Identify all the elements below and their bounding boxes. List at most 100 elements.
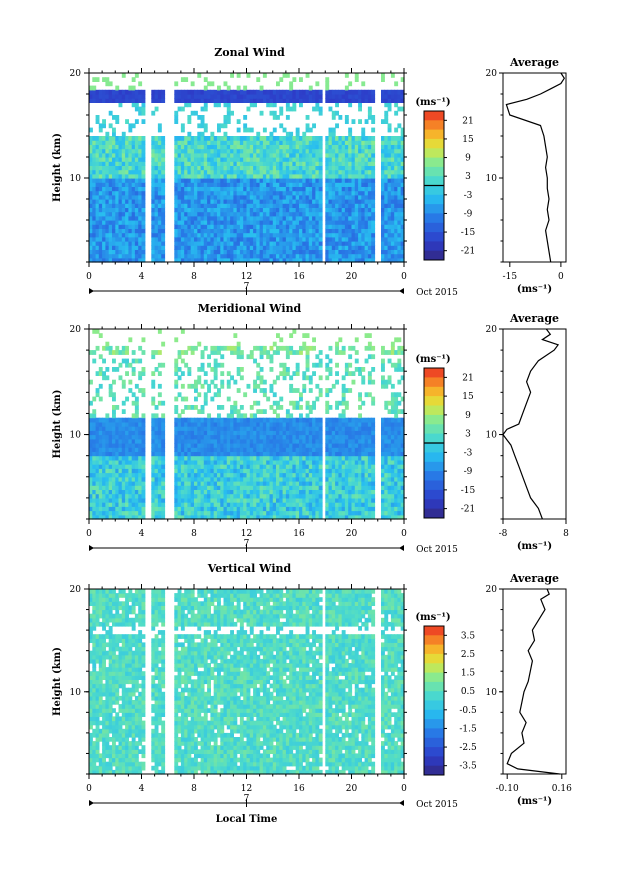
heatmap-cell [285, 451, 290, 457]
heatmap-cell [92, 417, 97, 423]
heatmap-cell [105, 413, 110, 419]
heatmap-cell [236, 468, 241, 474]
heatmap-cell [230, 468, 234, 474]
heatmap-cell [157, 148, 162, 154]
heatmap-cell [194, 257, 198, 263]
heatmap-cell [351, 228, 356, 234]
heatmap-cell [282, 148, 287, 154]
heatmap-cell [266, 502, 271, 507]
heatmap-cell [197, 173, 202, 179]
heatmap-cell [134, 161, 139, 166]
heatmap-cell [184, 241, 189, 246]
heatmap-cell [187, 157, 192, 162]
heatmap-cell [262, 173, 267, 179]
heatmap-cell [98, 232, 103, 238]
heatmap-cell [295, 148, 300, 154]
heatmap-cell [131, 224, 136, 229]
heatmap-cell [269, 447, 274, 452]
heatmap-cell [348, 165, 353, 171]
heatmap-cell [230, 459, 234, 465]
heatmap-cell [92, 186, 97, 192]
heatmap-cell [299, 190, 303, 196]
heatmap-cell [256, 476, 261, 482]
heatmap-cell [217, 102, 221, 108]
heatmap-cell [174, 464, 179, 469]
heatmap-cell [341, 207, 346, 213]
heatmap-cell [95, 245, 100, 250]
heatmap-cell [217, 140, 221, 145]
heatmap-cell [108, 249, 113, 255]
heatmap-cell [138, 489, 143, 495]
heatmap-cell [197, 443, 202, 448]
heatmap-cell [128, 136, 133, 141]
heatmap-cell [108, 253, 113, 259]
heatmap-cell [207, 489, 211, 495]
heatmap-cell [400, 215, 405, 221]
heatmap-cell [217, 123, 221, 129]
heatmap-cell [246, 481, 251, 486]
heatmap-cell [299, 228, 303, 234]
heatmap-cell [259, 447, 264, 452]
heatmap-cell [157, 173, 162, 179]
heatmap-cell [89, 232, 93, 238]
heatmap-cell [243, 510, 248, 516]
heatmap-cell [203, 190, 208, 196]
heatmap-cell [102, 157, 106, 162]
heatmap-cell [295, 94, 300, 99]
heatmap-cell [161, 161, 166, 166]
heatmap-cell [384, 232, 389, 238]
heatmap-cell [249, 127, 254, 133]
heatmap-cell [262, 186, 267, 192]
heatmap-cell [121, 199, 126, 204]
heatmap-cell [180, 228, 185, 234]
heatmap-cell [128, 190, 133, 196]
heatmap-cell [112, 169, 116, 175]
heatmap-cell [125, 232, 129, 238]
heatmap-cell [253, 476, 257, 482]
heatmap-cell [174, 430, 179, 436]
heatmap-cell [141, 157, 146, 162]
heatmap-cell [400, 144, 405, 150]
heatmap-cell [157, 497, 162, 503]
heatmap-cell [226, 455, 231, 461]
heatmap-cell [89, 481, 93, 486]
heatmap-cell [213, 451, 218, 457]
heatmap-cell [102, 203, 106, 208]
heatmap-cell [210, 152, 215, 158]
heatmap-cell [269, 207, 274, 213]
heatmap-cell [249, 417, 254, 423]
heatmap-cell [285, 228, 290, 234]
heatmap-cell [394, 207, 399, 213]
heatmap-cell [390, 224, 395, 229]
heatmap-cell [128, 203, 133, 208]
heatmap-cell [180, 161, 185, 166]
heatmap-cell [381, 241, 385, 246]
heatmap-cell [154, 485, 159, 490]
heatmap-cell [331, 110, 336, 116]
heatmap-cell [259, 148, 264, 154]
heatmap-cell [348, 253, 353, 259]
heatmap-cell [381, 152, 385, 158]
heatmap-cell [128, 455, 133, 461]
heatmap-cell [344, 178, 349, 183]
heatmap-cell [272, 249, 277, 255]
heatmap-cell [289, 173, 294, 179]
heatmap-cell [220, 447, 225, 452]
heatmap-cell [279, 485, 284, 490]
heatmap-cell [394, 215, 399, 221]
heatmap-cell [249, 514, 254, 520]
heatmap-cell [358, 236, 362, 242]
heatmap-cell [154, 228, 159, 234]
heatmap-cell [371, 224, 376, 229]
heatmap-cell [220, 379, 225, 385]
heatmap-cell [282, 127, 287, 133]
colorbar-segment [424, 148, 444, 159]
heatmap-cell [226, 98, 231, 103]
heatmap-cell [331, 161, 336, 166]
heatmap-cell [269, 506, 274, 512]
heatmap-cell [259, 224, 264, 229]
heatmap-cell [128, 148, 133, 154]
heatmap-cell [92, 194, 97, 200]
heatmap-cell [305, 190, 310, 196]
heatmap-cell [187, 510, 192, 516]
